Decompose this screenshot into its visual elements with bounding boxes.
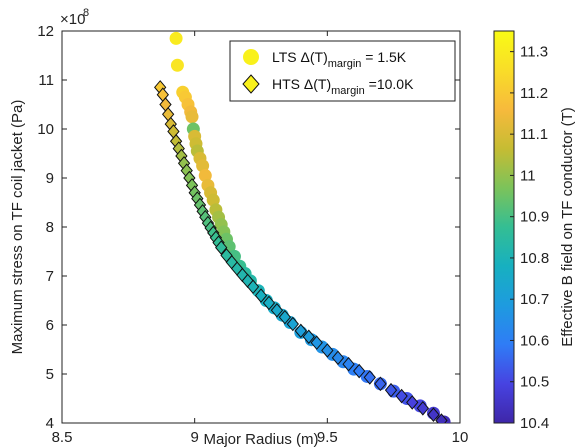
legend-marker-lts: [243, 49, 259, 65]
colorbar-tick-label: 11.1: [520, 126, 548, 143]
x-tick-label: 10: [452, 429, 469, 446]
hts-point: [374, 376, 387, 392]
hts-point: [254, 288, 268, 303]
y-tick-label: 5: [46, 366, 54, 383]
hts-point: [331, 350, 345, 366]
hts-point: [321, 343, 334, 358]
y-tick-label: 7: [46, 268, 54, 285]
colorbar-tick-label: 10.9: [520, 209, 549, 226]
hts-point: [342, 356, 355, 372]
legend-label-lts: LTS Δ(T)margin = 1.5K: [272, 49, 407, 70]
y-tick-label: 9: [46, 170, 54, 187]
legend-label-hts: HTS Δ(T)margin =10.0K: [272, 76, 414, 97]
hts-point: [270, 303, 284, 318]
lts-point: [169, 31, 183, 45]
y-axis: 4 5 6 7 8 9 10 11 12: [37, 23, 460, 432]
colorbar-tick-label: 11.3: [520, 44, 548, 61]
y-tick-label: 12: [37, 23, 54, 40]
hts-point: [406, 395, 419, 410]
hts-point: [246, 279, 260, 295]
hts-point: [302, 329, 315, 345]
colorbar-tick-label: 10.7: [520, 291, 549, 308]
hts-point: [427, 407, 440, 422]
x-tick-label: 8.5: [52, 429, 73, 446]
y-tick-label: 10: [37, 121, 54, 138]
colorbar-tick-label: 10.5: [520, 374, 549, 391]
hts-point: [435, 413, 448, 423]
y-axis-label: Maximum stress on TF coil jacket (Pa): [9, 100, 26, 355]
hts-point: [262, 295, 276, 311]
lts-point: [170, 58, 184, 72]
hts-point: [278, 309, 292, 325]
lts-point: [206, 193, 220, 207]
hts-point: [353, 363, 366, 379]
lts-point: [198, 169, 212, 183]
hts-point: [294, 323, 307, 339]
y-tick-label: 8: [46, 219, 54, 236]
hts-point: [215, 240, 228, 255]
hts-point: [363, 370, 376, 385]
y-exponent-base: ×10: [60, 11, 85, 28]
colorbar-tick-label: 10.6: [520, 332, 549, 349]
y-tick-label: 4: [46, 415, 54, 432]
x-axis-label: Major Radius (m): [203, 431, 318, 448]
colorbar-axis: 10.4 10.5 10.6 10.7 10.8 10.9 11 11.1 11.2 11.3: [510, 44, 549, 432]
hts-point: [416, 401, 430, 416]
colorbar-tick-label: 11.2: [520, 85, 548, 102]
x-tick-label: 9: [190, 429, 198, 446]
y-tick-label: 6: [46, 317, 54, 334]
hts-point: [384, 382, 398, 398]
hts-point: [395, 388, 408, 404]
legend-box: [229, 40, 456, 102]
colorbar-tick-label: 11: [520, 167, 536, 184]
data-points: [154, 31, 451, 423]
lts-point: [196, 159, 210, 173]
colorbar: [493, 30, 515, 424]
lts-point: [185, 110, 199, 124]
colorbar-tick-label: 10.8: [520, 250, 549, 267]
hts-point: [286, 316, 299, 332]
legend-marker-hts: [242, 74, 260, 94]
y-tick-label: 11: [38, 72, 54, 89]
colorbar-tick-label: 10.4: [520, 415, 549, 432]
y-exponent-power: 8: [83, 7, 89, 19]
x-tick-label: 9.5: [317, 429, 338, 446]
x-axis: 8.5 9 9.5 10: [52, 31, 469, 446]
legend: LTS Δ(T)margin = 1.5K HTS Δ(T)margin =10…: [229, 40, 456, 102]
hts-point: [310, 335, 323, 350]
colorbar-label: Effective B field on TF conductor (T): [559, 107, 576, 347]
